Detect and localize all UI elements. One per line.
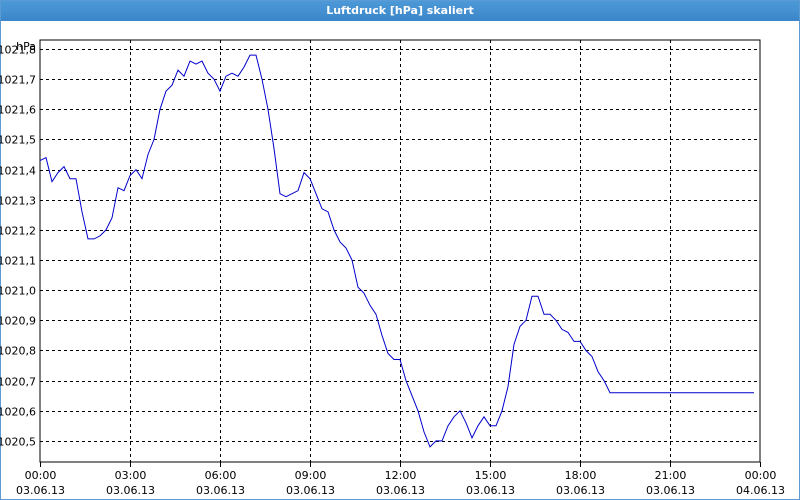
x-tick-date-label: 03.06.13	[286, 484, 335, 497]
x-tick-time-label: 12:00	[385, 469, 417, 482]
x-tick-time-label: 21:00	[655, 469, 687, 482]
y-tick-label: 1020,5	[0, 436, 36, 449]
x-tick-time-label: 18:00	[565, 469, 597, 482]
x-tick-time-label: 00:00	[25, 469, 57, 482]
x-tick-time-label: 06:00	[205, 469, 237, 482]
x-tick-time-label: 00:00	[745, 469, 777, 482]
grid	[40, 40, 760, 462]
x-tick-time-label: 03:00	[115, 469, 147, 482]
y-axis-unit-label: hPa	[16, 40, 36, 53]
y-tick-label: 1021,7	[0, 74, 36, 87]
x-tick-date-label: 03.06.13	[646, 484, 695, 497]
y-tick-label: 1021,5	[0, 134, 36, 147]
chart-title: Luftdruck [hPa] skaliert	[1, 1, 799, 21]
y-tick-label: 1021,3	[0, 195, 36, 208]
x-tick-date-label: 03.06.13	[556, 484, 605, 497]
y-tick-label: 1021,1	[0, 255, 36, 268]
x-tick-date-label: 03.06.13	[466, 484, 515, 497]
x-tick-date-label: 03.06.13	[16, 484, 65, 497]
y-tick-label: 1021,4	[0, 165, 36, 178]
y-tick-label: 1020,9	[0, 315, 36, 328]
y-tick-label: 1020,8	[0, 345, 36, 358]
pressure-series-line	[39, 54, 754, 448]
y-axis: 1021,8 1021,7 1021,6 1021,5 1021,4 1021,3 1021…	[0, 44, 36, 449]
x-tick-date-label: 04.06.13	[736, 484, 785, 497]
x-tick-date-label: 03.06.13	[376, 484, 425, 497]
y-tick-label: 1020,6	[0, 406, 36, 419]
x-tick-date-label: 03.06.13	[106, 484, 155, 497]
x-tick-time-label: 09:00	[295, 469, 327, 482]
y-tick-label: 1020,7	[0, 376, 36, 389]
x-tick-time-label: 15:00	[475, 469, 507, 482]
x-axis: 00:00 03.06.13 03:00 03.06.13 06:00 03.06.13 0…	[16, 462, 785, 497]
y-tick-label: 1021,0	[0, 285, 36, 298]
y-tick-label: 1021,2	[0, 225, 36, 238]
y-tick-label: 1021,6	[0, 104, 36, 117]
x-tick-date-label: 03.06.13	[196, 484, 245, 497]
y-tick-label: 1021,8	[0, 44, 36, 57]
